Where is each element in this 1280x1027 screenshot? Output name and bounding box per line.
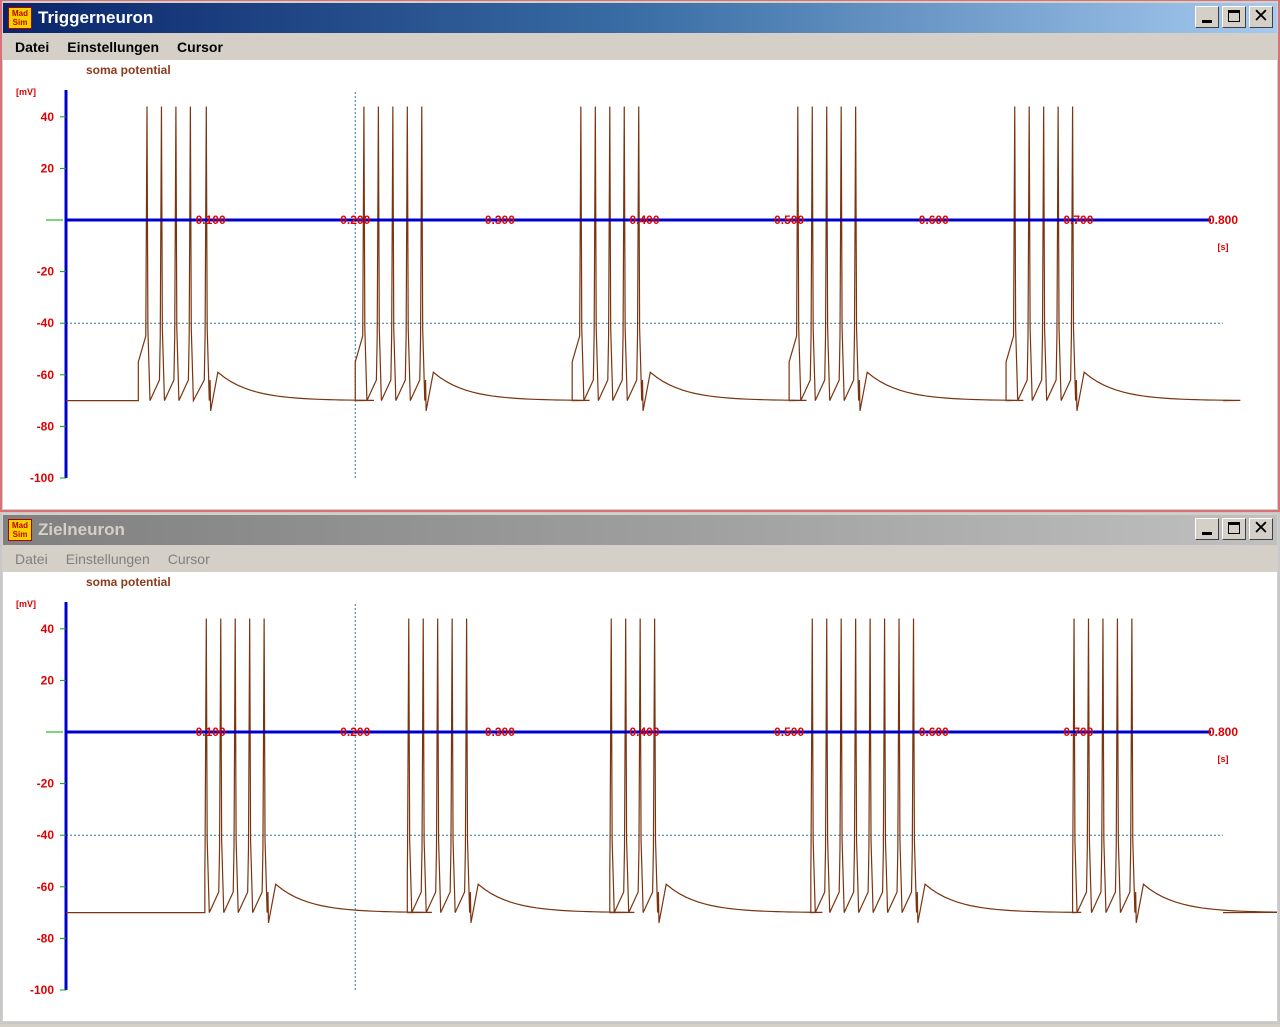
close-icon: ✕ — [1253, 517, 1269, 539]
chart-title: soma potential — [86, 63, 171, 77]
x-tick-label: 0.300 — [485, 725, 515, 739]
y-tick-label: 20 — [41, 161, 55, 175]
soma-potential-trace — [66, 618, 1280, 924]
menu-cursor[interactable]: Cursor — [167, 551, 210, 567]
app-icon-line1: Mad — [12, 521, 28, 530]
y-tick-label: -40 — [37, 828, 55, 842]
x-tick-label: 0.100 — [196, 213, 226, 227]
title-bar[interactable]: Mad Sim Zielneuron ✕ — [3, 515, 1277, 545]
app-icon-line2: Sim — [12, 18, 28, 27]
close-button[interactable]: ✕ — [1249, 517, 1273, 540]
y-tick-label: -80 — [37, 419, 55, 433]
minimize-button[interactable] — [1195, 6, 1219, 28]
close-button[interactable]: ✕ — [1249, 5, 1273, 28]
y-tick-label: 40 — [41, 110, 55, 124]
soma-potential-chart[interactable]: soma potential [mV] 40 20 -20 -40 -60 -80 -100 0.… — [3, 60, 1277, 510]
x-tick-label: 0.500 — [774, 725, 804, 739]
minimize-icon — [1202, 532, 1212, 535]
y-tick-label: -80 — [37, 931, 55, 945]
window-title: Zielneuron — [38, 520, 125, 539]
maximize-icon — [1228, 10, 1240, 22]
y-tick-label: -20 — [37, 265, 55, 279]
app-icon-line2: Sim — [12, 530, 28, 539]
y-tick-label: -60 — [37, 368, 55, 382]
maximize-icon — [1228, 522, 1240, 534]
y-tick-label: -40 — [37, 316, 55, 330]
y-tick-label: -20 — [37, 777, 55, 791]
madsim-app-icon[interactable]: Mad Sim — [8, 7, 32, 29]
x-tick-label: 0.400 — [629, 725, 659, 739]
maximize-button[interactable] — [1222, 518, 1246, 540]
x-tick-label: 0.200 — [340, 213, 370, 227]
menu-datei[interactable]: Datei — [15, 39, 50, 55]
soma-potential-trace — [66, 106, 1241, 412]
x-tick-label: 0.700 — [1063, 725, 1093, 739]
x-tick-label: 0.200 — [340, 725, 370, 739]
menu-cursor[interactable]: Cursor — [177, 39, 223, 55]
y-tick-label: -100 — [30, 983, 54, 997]
menu-einstellungen[interactable]: Einstellungen — [65, 551, 150, 567]
plot-area[interactable]: soma potential [mV] 40 20 -20 -40 -60 -80 -100 0.… — [3, 60, 1277, 509]
plot-area[interactable]: soma potential [mV] 40 20 -20 -40 -60 -80 -100 0.… — [3, 572, 1280, 1022]
y-tick-label: -60 — [37, 880, 55, 894]
close-icon: ✕ — [1253, 5, 1269, 27]
y-axis-unit: [mV] — [16, 87, 36, 97]
x-tick-label: 0.600 — [919, 213, 949, 227]
minimize-icon — [1202, 20, 1212, 23]
menu-bar: Datei Einstellungen Cursor — [3, 34, 1277, 60]
menu-datei[interactable]: Datei — [15, 551, 48, 567]
soma-potential-chart[interactable]: soma potential [mV] 40 20 -20 -40 -60 -80 -100 0.… — [3, 572, 1280, 1022]
y-axis-unit: [mV] — [16, 599, 36, 609]
x-tick-label: 0.700 — [1063, 213, 1093, 227]
app-icon-line1: Mad — [12, 9, 28, 18]
x-tick-label: 0.300 — [485, 213, 515, 227]
y-tick-label: 40 — [41, 622, 55, 636]
menu-einstellungen[interactable]: Einstellungen — [67, 39, 160, 55]
x-tick-label: 0.400 — [629, 213, 659, 227]
window-triggerneuron: Mad Sim Triggerneuron ✕ Datei Einstellun… — [0, 0, 1280, 512]
maximize-button[interactable] — [1222, 6, 1246, 28]
x-tick-label: 0.800 — [1208, 213, 1238, 227]
x-tick-label: 0.100 — [196, 725, 226, 739]
y-tick-label: -100 — [30, 471, 54, 485]
x-axis-unit: [s] — [1218, 754, 1229, 764]
title-bar[interactable]: Mad Sim Triggerneuron ✕ — [3, 3, 1277, 33]
y-tick-label: 20 — [41, 673, 55, 687]
chart-title: soma potential — [86, 575, 171, 589]
window-zielneuron: Mad Sim Zielneuron ✕ Datei Einstellungen… — [0, 512, 1280, 1024]
x-tick-label: 0.800 — [1208, 725, 1238, 739]
window-title: Triggerneuron — [38, 8, 154, 27]
x-tick-label: 0.500 — [774, 213, 804, 227]
x-tick-label: 0.600 — [919, 725, 949, 739]
menu-bar: Datei Einstellungen Cursor — [3, 546, 1277, 572]
minimize-button[interactable] — [1195, 518, 1219, 540]
x-axis-unit: [s] — [1218, 242, 1229, 252]
madsim-app-icon[interactable]: Mad Sim — [8, 519, 32, 541]
